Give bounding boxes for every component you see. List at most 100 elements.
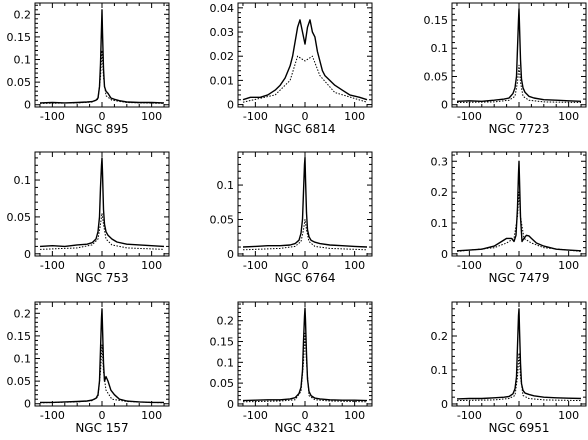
series-line-solid — [40, 308, 164, 404]
panel-8: -100 0 100 0 0.05 0.1 0.15 0.2 NGC 4321 — [210, 301, 373, 435]
y-tick-label: 0.03 — [210, 26, 235, 39]
x-tick-label: -100 — [243, 110, 268, 123]
y-tick-label: 0 — [441, 398, 448, 411]
y-tick-label: 0.15 — [424, 14, 449, 27]
series-line-dotted — [39, 344, 165, 404]
y-tick-label: 0.1 — [14, 54, 32, 67]
series-line-dotted — [39, 212, 165, 250]
y-tick-label: 0.05 — [7, 375, 32, 388]
y-tick-label: 0.05 — [210, 377, 235, 390]
galaxy-label: NGC 895 — [75, 122, 128, 136]
galaxy-label: NGC 6764 — [274, 271, 335, 285]
panel-4: -100 0 100 0 0.05 0.1 NGC 753 — [7, 151, 170, 285]
y-tick-label: 0.04 — [210, 2, 235, 15]
y-tick-label: 0.05 — [210, 213, 235, 226]
series-line-solid — [242, 156, 368, 248]
series-line-solid — [242, 19, 368, 101]
y-tick-label: 0.1 — [431, 217, 449, 230]
y-tick-label: 0.1 — [431, 42, 449, 55]
x-tick-label: 100 — [344, 259, 365, 272]
series-line-solid — [242, 307, 368, 402]
panel-9: -100 0 100 0 0.1 0.2 NGC 6951 — [431, 301, 587, 435]
x-tick-label: 100 — [558, 259, 579, 272]
x-tick-label: 0 — [516, 409, 523, 422]
y-tick-label: 0.1 — [217, 179, 235, 192]
y-tick-label: 0.1 — [14, 174, 32, 187]
series-line-dotted — [456, 352, 582, 402]
galaxy-label: NGC 157 — [75, 421, 128, 435]
x-tick-label: 100 — [344, 110, 365, 123]
y-tick-label: 0.1 — [431, 364, 449, 377]
panel-2: -100 0 100 0 0.01 0.02 0.03 0.04 NGC 6814 — [210, 2, 373, 136]
x-tick-label: 0 — [99, 259, 106, 272]
y-tick-label: 0 — [24, 248, 31, 261]
galaxy-label: NGC 7723 — [488, 122, 549, 136]
y-tick-label: 0 — [24, 99, 31, 112]
x-tick-label: 0 — [516, 110, 523, 123]
y-tick-label: 0 — [441, 99, 448, 112]
series-line-dotted — [242, 219, 368, 251]
y-tick-label: 0.02 — [210, 50, 235, 63]
x-tick-label: 0 — [302, 259, 309, 272]
x-tick-label: -100 — [243, 259, 268, 272]
y-tick-label: 0 — [441, 248, 448, 261]
galaxy-label: NGC 6951 — [488, 421, 549, 435]
x-tick-label: -100 — [243, 409, 268, 422]
galaxy-label: NGC 4321 — [274, 421, 335, 435]
series-line-solid — [456, 308, 582, 400]
panel-3: -100 0 100 0 0.05 0.1 0.15 NGC 7723 — [424, 2, 587, 136]
x-tick-label: -100 — [40, 259, 65, 272]
x-tick-label: 100 — [141, 110, 162, 123]
series-line-dotted — [39, 50, 165, 104]
x-tick-label: 100 — [558, 110, 579, 123]
series-line-solid — [456, 160, 582, 252]
y-tick-label: 0.05 — [7, 76, 32, 89]
x-tick-label: 0 — [302, 409, 309, 422]
y-tick-label: 0 — [24, 398, 31, 411]
series-line-dotted — [242, 55, 368, 103]
x-tick-label: 100 — [558, 409, 579, 422]
y-tick-label: 0.2 — [431, 186, 449, 199]
series-line-solid — [39, 157, 165, 248]
y-tick-label: 0.3 — [431, 155, 449, 168]
series-line-dotted — [242, 332, 368, 403]
x-tick-label: -100 — [457, 259, 482, 272]
x-tick-label: 0 — [516, 259, 523, 272]
y-tick-label: 0 — [227, 398, 234, 411]
y-tick-label: 0 — [227, 248, 234, 261]
y-tick-label: 0.15 — [7, 31, 32, 44]
x-tick-label: 0 — [302, 110, 309, 123]
y-tick-label: 0.1 — [14, 353, 32, 366]
x-tick-label: 100 — [141, 259, 162, 272]
galaxy-label: NGC 6814 — [274, 122, 335, 136]
galaxy-label: NGC 7479 — [488, 271, 549, 285]
panel-5: -100 0 100 0 0.05 0.1 NGC 6764 — [210, 151, 373, 285]
panel-1: -100 0 100 0 0.05 0.1 0.15 0.2 NGC 895 — [7, 2, 170, 136]
series-line-dotted — [456, 64, 582, 103]
y-tick-label: 0.05 — [7, 211, 32, 224]
x-tick-label: -100 — [457, 110, 482, 123]
x-tick-label: 0 — [99, 409, 106, 422]
panel-7: -100 0 100 0 0.05 0.1 0.15 0.2 NGC 157 — [7, 301, 170, 435]
y-tick-label: 0 — [227, 99, 234, 112]
y-tick-label: 0.1 — [217, 356, 235, 369]
y-tick-label: 0.01 — [210, 74, 235, 87]
y-tick-label: 0.2 — [14, 307, 32, 320]
y-tick-label: 0.2 — [431, 330, 449, 343]
y-tick-label: 0.2 — [14, 8, 32, 21]
galaxy-label: NGC 753 — [75, 271, 128, 285]
panel-6: -100 0 100 0 0.1 0.2 0.3 NGC 7479 — [431, 151, 587, 285]
plot-frame — [237, 2, 373, 108]
x-tick-label: 100 — [344, 409, 365, 422]
y-tick-label: 0.05 — [424, 70, 449, 83]
series-line-dotted — [456, 191, 582, 252]
y-tick-label: 0.2 — [217, 315, 235, 328]
x-tick-label: -100 — [40, 110, 65, 123]
y-tick-label: 0.15 — [210, 336, 235, 349]
x-tick-label: -100 — [40, 409, 65, 422]
x-tick-label: -100 — [457, 409, 482, 422]
x-tick-label: 0 — [99, 110, 106, 123]
x-tick-label: 100 — [141, 409, 162, 422]
series-line-solid — [456, 7, 582, 103]
